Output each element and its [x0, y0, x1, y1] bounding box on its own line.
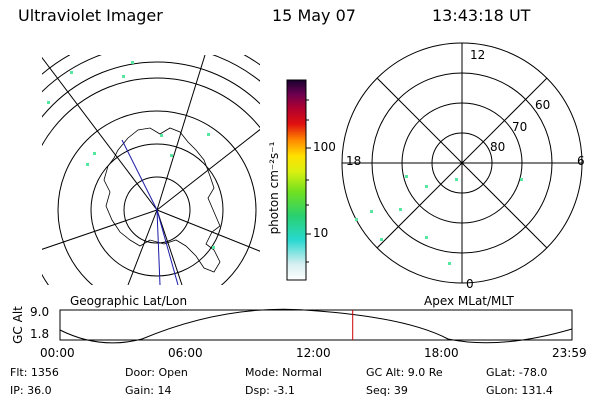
status-door: Door: Open — [125, 366, 188, 379]
mlat-label-80: 80 — [490, 140, 506, 154]
status-glat: GLat: -78.0 — [486, 366, 548, 379]
timeline-xtick-0600: 06:00 — [168, 346, 203, 360]
timeline-plot — [59, 308, 573, 344]
apex-label: Apex MLat/MLT — [424, 294, 514, 308]
date-label: 15 May 07 — [272, 6, 356, 25]
mlat-label-70: 70 — [512, 120, 528, 134]
longitude-lines — [42, 55, 260, 285]
geographic-map — [42, 55, 260, 285]
status-flt: Flt: 1356 — [10, 366, 59, 379]
timeline-xtick-2359: 23:59 — [552, 346, 587, 360]
instrument-title: Ultraviolet Imager — [18, 6, 163, 25]
mlat-label-60: 60 — [535, 98, 551, 112]
altitude-curve — [59, 308, 573, 344]
status-glon: GLon: 131.4 — [486, 384, 553, 397]
status-dsp: Dsp: -3.1 — [245, 384, 295, 397]
continent-outline — [103, 127, 221, 273]
mlt-label-18: 18 — [346, 154, 362, 168]
colorbar-unit-label: photon cm⁻²s⁻¹ — [267, 141, 281, 235]
status-gc-alt: GC Alt: 9.0 Re — [366, 366, 443, 379]
colorbar-tick-10: 10 — [313, 226, 329, 240]
meridian-lines — [121, 139, 179, 285]
timeline-xtick-1200: 12:00 — [296, 346, 331, 360]
geo-specks — [47, 61, 215, 249]
polar-specks — [355, 175, 523, 265]
status-seq: Seq: 39 — [366, 384, 408, 397]
status-mode: Mode: Normal — [245, 366, 322, 379]
timeline-ytick-high: 9.0 — [30, 305, 50, 319]
timeline-ytick-low: 1.8 — [30, 327, 50, 341]
polar-map — [341, 42, 583, 284]
colorbar-tick-100: 100 — [313, 140, 336, 154]
timeline-xtick-0000: 00:00 — [40, 346, 75, 360]
mlt-label-12: 12 — [470, 48, 486, 62]
mlt-label-0: 0 — [466, 277, 474, 291]
timeline-xtick-1800: 18:00 — [424, 346, 459, 360]
colorbar — [286, 79, 311, 281]
time-label: 13:43:18 UT — [432, 6, 531, 25]
status-gain: Gain: 14 — [125, 384, 172, 397]
timeline-axis-label: GC Alt — [11, 306, 25, 344]
geographic-label: Geographic Lat/Lon — [70, 294, 188, 308]
latitude-circles — [42, 55, 260, 285]
status-ip: IP: 36.0 — [10, 384, 52, 397]
mlt-label-6: 6 — [577, 154, 585, 168]
